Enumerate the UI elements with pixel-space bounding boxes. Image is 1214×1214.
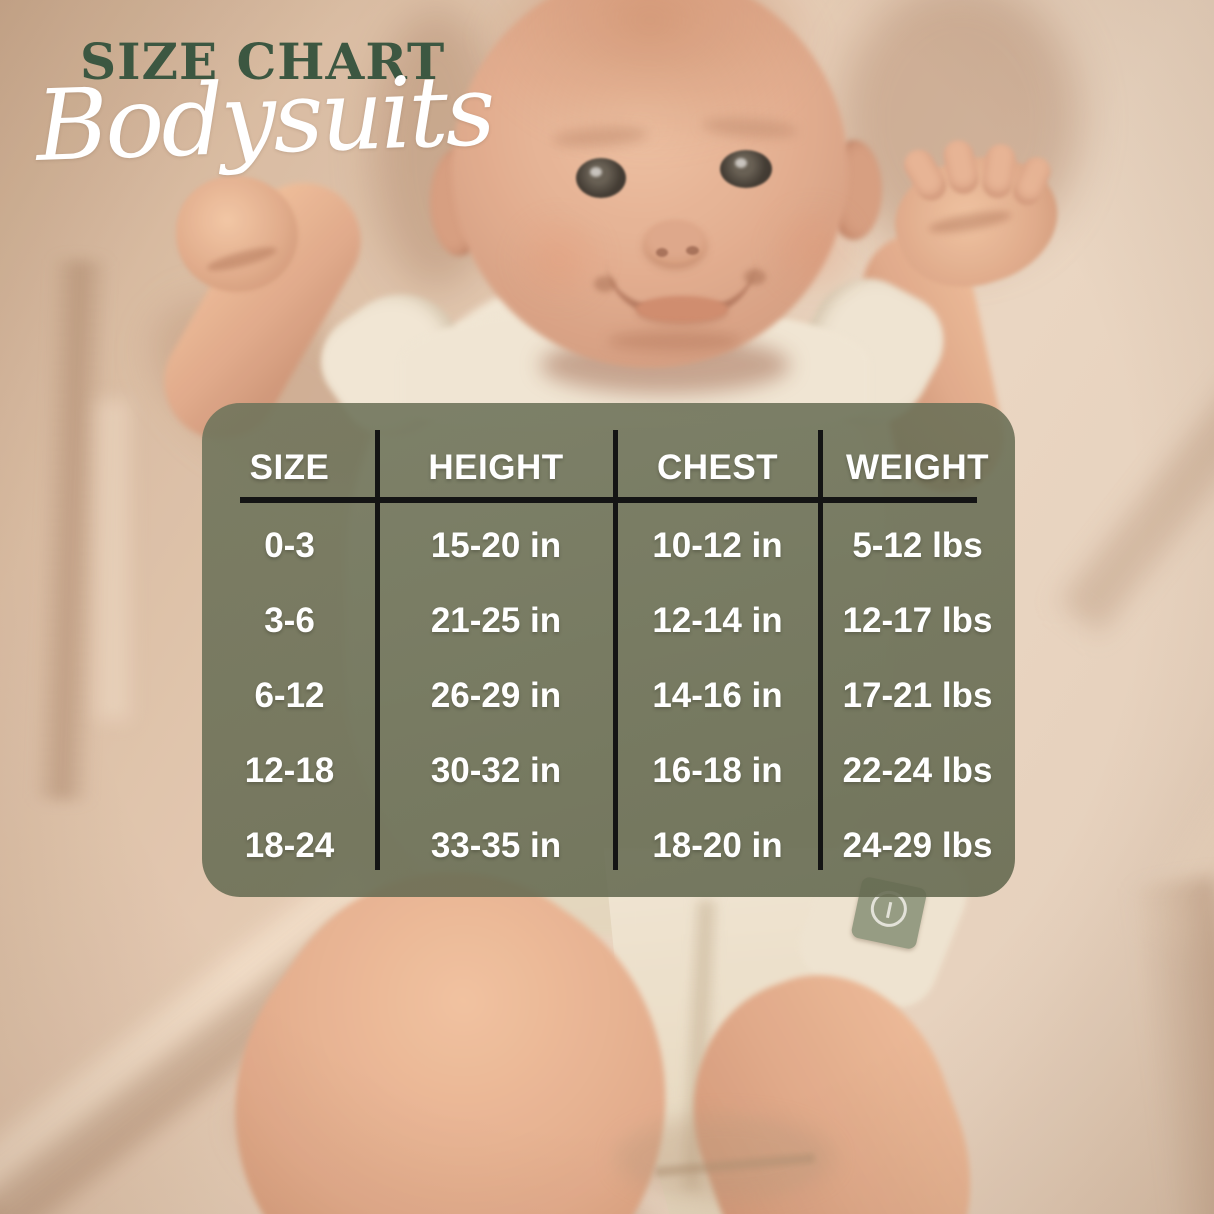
table-cell-size: 18-24 <box>244 826 335 865</box>
table-cell-size: 0-3 <box>264 526 315 565</box>
table-cell-chest: 12-14 in <box>652 601 783 640</box>
table-cell-chest: 14-16 in <box>652 676 783 715</box>
table-cell-height: 30-32 in <box>430 751 562 790</box>
column-header-height: HEIGHT <box>428 448 564 487</box>
page-subtitle-script: Bodysuits <box>34 54 495 184</box>
column-divider <box>818 430 823 870</box>
column-header-chest: CHEST <box>656 448 779 487</box>
size-table: SIZE HEIGHT CHEST WEIGHT 0-3 15-20 in 10… <box>202 403 1015 897</box>
column-header-size: SIZE <box>249 448 330 487</box>
baby-left-fist <box>176 176 298 292</box>
table-cell-height: 21-25 in <box>430 601 562 640</box>
table-cell-chest: 18-20 in <box>652 826 783 865</box>
table-cell-weight: 12-17 lbs <box>842 601 993 640</box>
table-cell-weight: 5-12 lbs <box>852 526 983 565</box>
smile-dimple <box>744 269 766 285</box>
table-cell-weight: 24-29 lbs <box>842 826 993 865</box>
chin-shadow <box>608 330 740 352</box>
baby-lower-lip <box>636 296 728 322</box>
baby-right-cheek <box>758 203 870 295</box>
blanket-fold-highlight-left <box>96 400 130 720</box>
size-table-panel: SIZE HEIGHT CHEST WEIGHT 0-3 15-20 in 10… <box>202 403 1015 897</box>
baby-left-cheek <box>503 213 615 305</box>
table-cell-size: 3-6 <box>264 601 315 640</box>
baby-right-eye <box>720 150 772 188</box>
header-divider <box>240 497 977 503</box>
baby-left-eye <box>576 158 626 198</box>
baby-nose <box>644 220 706 264</box>
column-divider <box>375 430 380 870</box>
column-header-weight: WEIGHT <box>846 448 989 487</box>
table-cell-size: 12-18 <box>244 751 335 790</box>
table-cell-height: 26-29 in <box>430 676 562 715</box>
page-title: SIZE CHART <box>80 32 446 91</box>
table-cell-height: 15-20 in <box>430 526 562 565</box>
eye-catchlight <box>734 158 747 169</box>
table-cell-chest: 10-12 in <box>652 526 783 565</box>
column-divider <box>613 430 618 870</box>
baby-nostril <box>656 248 668 257</box>
baby-nostril <box>686 246 699 255</box>
table-cell-weight: 17-21 lbs <box>842 676 993 715</box>
table-cell-chest: 16-18 in <box>652 751 783 790</box>
table-cell-weight: 22-24 lbs <box>842 751 993 790</box>
table-cell-size: 6-12 <box>254 676 325 715</box>
eye-catchlight <box>590 166 602 177</box>
table-cell-height: 33-35 in <box>430 826 562 865</box>
smile-dimple <box>594 276 616 292</box>
